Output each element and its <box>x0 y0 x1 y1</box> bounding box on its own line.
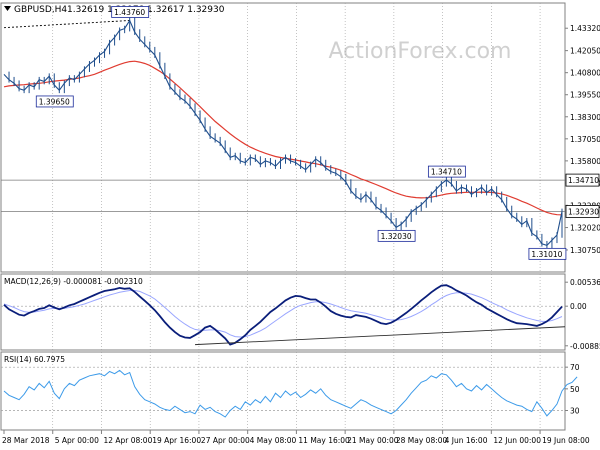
price-panel: 1.43320 1.42050 1.40800 1.39550 1.38300 1.370… <box>0 2 600 273</box>
macd-signal-line <box>3 290 563 338</box>
price-annotation-label: 1.32030 <box>381 232 412 241</box>
time-axis-label: 12 Jun 00:00 <box>493 436 541 445</box>
price-axis-tick-label: 1.37050 <box>570 135 600 144</box>
price-annotation-label: 1.31010 <box>531 250 562 259</box>
price-trendline[interactable] <box>3 20 130 29</box>
time-axis-label: 4 Jun 16:00 <box>445 436 488 445</box>
macd-panel: MACD(12,26,9) -0.000081 -0.002310 0.00536… <box>0 273 600 351</box>
price-annotation-label: 1.34710 <box>431 168 462 177</box>
price-axis-tick-label: 1.32020 <box>570 224 600 233</box>
time-axis-label: 19 Jun 08:00 <box>542 436 590 445</box>
symbol-label: GBPUSD,H4 <box>14 5 67 15</box>
price-axis-tick-label: 1.40800 <box>570 69 600 78</box>
current-level-label: 1.34710 <box>568 176 599 185</box>
rsi-axis-tick-label: 70 <box>570 363 580 372</box>
price-annotation-box <box>377 229 416 242</box>
rsi-title: RSI(14) 60.7975 <box>4 355 65 364</box>
price-axis-tick-label: 1.39550 <box>570 91 600 100</box>
time-axis-label: 11 May 16:00 <box>298 436 350 445</box>
price-annotation-label: 1.43760 <box>114 8 145 17</box>
time-axis-label: 27 Apr 00:00 <box>201 436 250 445</box>
time-axis-label: 28 May 08:00 <box>396 436 448 445</box>
rsi-axis-tick-label: 50 <box>570 385 580 394</box>
collapse-triangle-icon[interactable] <box>4 6 11 11</box>
price-axis-tick-label: 1.42050 <box>570 47 600 56</box>
current-level-box <box>565 173 600 187</box>
time-axis-label: 21 May 00:00 <box>347 436 399 445</box>
rsi-plot-frame <box>0 351 566 431</box>
current-level-label: 1.32930 <box>568 207 599 216</box>
time-axis-label: 19 Apr 16:00 <box>152 436 201 445</box>
time-axis-label: 12 Apr 08:00 <box>103 436 152 445</box>
price-annotation-box <box>427 165 466 178</box>
time-axis-label: 4 May 08:00 <box>250 436 297 445</box>
watermark: ActionForex.com <box>329 39 512 64</box>
price-annotation-box <box>35 95 74 108</box>
macd-axis-tick-label: 0.00 <box>570 302 587 311</box>
rsi-line <box>3 369 578 418</box>
macd-title: MACD(12,26,9) -0.000081 -0.002310 <box>4 277 143 286</box>
macd-plot-frame <box>0 273 566 351</box>
price-axis-tick-label: 1.38300 <box>570 113 600 122</box>
macd-axis-tick-label: 0.005368 <box>570 278 600 287</box>
macd-axis-tick-label: -0.008859 <box>570 342 600 351</box>
price-axis-tick-label: 1.30750 <box>570 246 600 255</box>
macd-trendline[interactable] <box>195 326 566 346</box>
price-axis-tick-label: 1.35800 <box>570 157 600 166</box>
rsi-axis-tick-label: 30 <box>570 407 580 416</box>
price-axis-tick-label: 1.43320 <box>570 24 600 33</box>
price-annotation-box <box>528 247 567 260</box>
time-axis-label: 5 Apr 00:00 <box>55 436 99 445</box>
rsi-panel: RSI(14) 60.7975 70 50 30 <box>0 351 580 431</box>
price-line <box>3 19 563 247</box>
current-level-box <box>565 205 600 218</box>
macd-line <box>3 284 563 346</box>
time-axis: 28 Mar 2018 5 Apr 00:00 12 Apr 08:00 19 Apr… <box>2 430 590 445</box>
price-plot-frame <box>0 2 566 273</box>
price-annotation-box <box>111 6 150 18</box>
price-annotation-label: 1.39650 <box>39 97 70 106</box>
time-axis-label: 28 Mar 2018 <box>2 436 50 445</box>
